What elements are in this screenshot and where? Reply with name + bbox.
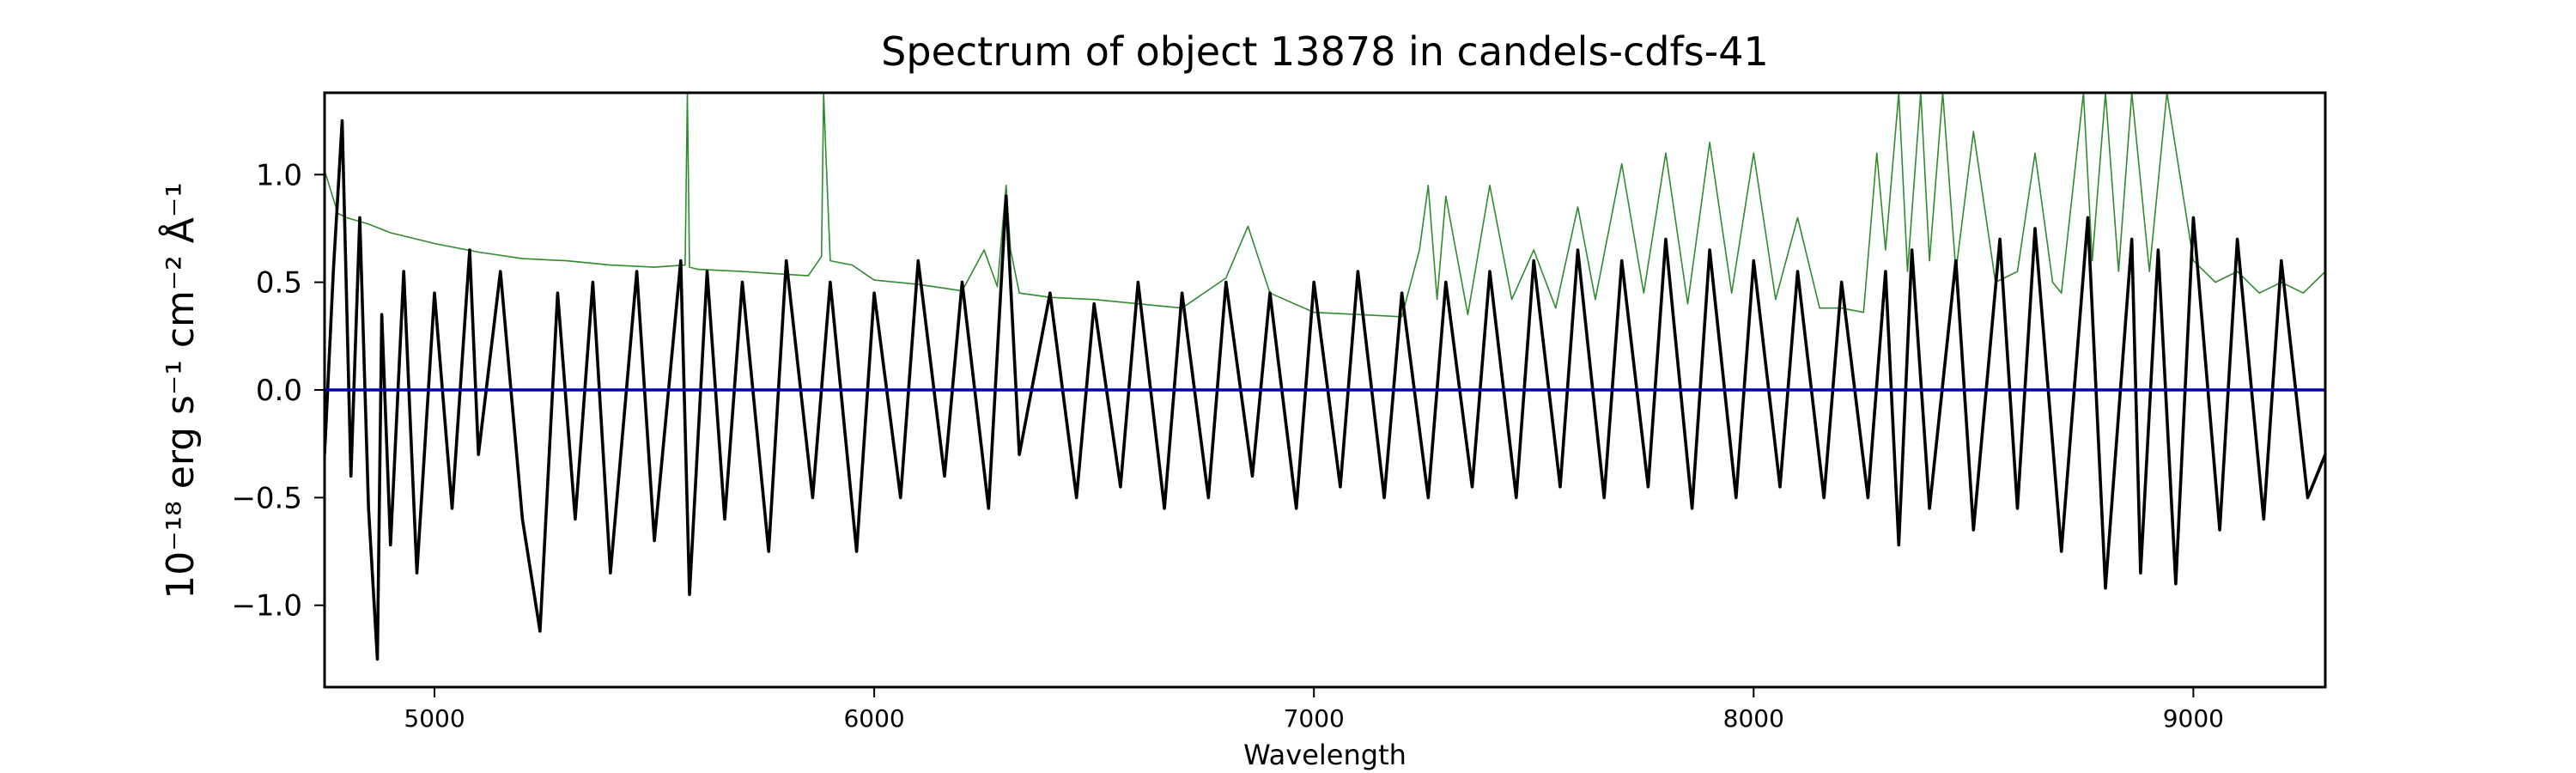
series-line-model <box>325 93 2325 318</box>
chart-title: Spectrum of object 13878 in candels-cdfs… <box>881 28 1769 75</box>
y-tick-label: 1.0 <box>256 158 302 192</box>
y-axis-label: 10⁻¹⁸ erg s⁻¹ cm⁻² Å⁻¹ <box>157 182 203 599</box>
y-tick-label: 0.5 <box>256 266 302 301</box>
x-axis-label: Wavelength <box>1243 739 1406 771</box>
x-tick-label: 9000 <box>2163 704 2224 733</box>
x-tick-label: 6000 <box>843 704 904 733</box>
x-tick-label: 7000 <box>1284 704 1345 733</box>
y-tick-label: −0.5 <box>231 481 302 515</box>
y-tick-label: 0.0 <box>256 374 302 408</box>
series-line-flux <box>325 119 2325 661</box>
plot-frame <box>323 91 2327 689</box>
y-axis-ticks: −1.0 −0.5 0.0 0.5 1.0 <box>231 158 325 624</box>
plot-area <box>325 93 2325 661</box>
x-tick-label: 5000 <box>404 704 465 733</box>
x-tick-label: 8000 <box>1723 704 1784 733</box>
x-axis-ticks: 5000 6000 7000 8000 9000 <box>404 687 2224 733</box>
y-tick-label: −1.0 <box>231 589 302 624</box>
